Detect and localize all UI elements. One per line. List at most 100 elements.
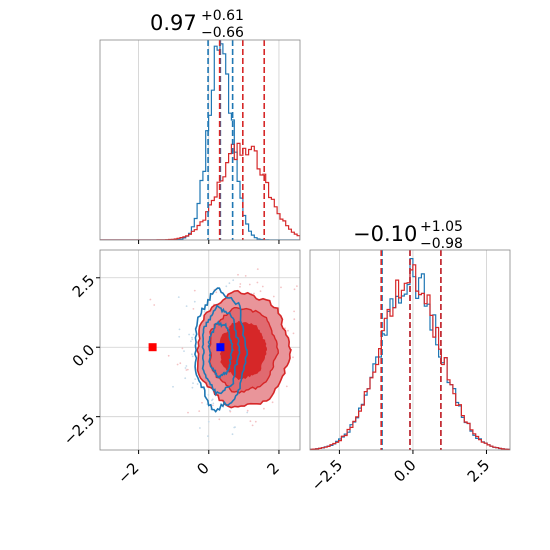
scatter-point <box>280 286 282 289</box>
scatter-point <box>207 394 210 396</box>
scatter-point <box>248 283 251 286</box>
scatter-point <box>192 333 195 336</box>
scatter-point <box>218 418 221 421</box>
scatter-point <box>304 368 306 370</box>
tick-label-right-x-1: 0.0 <box>390 456 420 486</box>
scatter-point <box>187 411 189 414</box>
scatter-point <box>261 285 264 288</box>
title-x-upper: +0.61 <box>201 8 244 24</box>
scatter-point <box>246 409 249 412</box>
scatter-point <box>192 382 194 385</box>
scatter-point <box>244 275 247 277</box>
histogram-x-frame <box>99 39 301 241</box>
scatter-point <box>293 318 296 321</box>
scatter-point <box>199 427 201 429</box>
scatter-point <box>254 420 257 423</box>
scatter-point <box>239 283 242 285</box>
scatter-point <box>212 402 215 405</box>
scatter-point <box>231 433 234 436</box>
scatter-point <box>246 246 248 248</box>
scatter-point <box>167 354 170 357</box>
scatter-point <box>186 536 188 538</box>
scatter-point <box>176 363 179 366</box>
scatter-point <box>292 356 294 359</box>
tick-label-main-y-0: −2.5 <box>60 410 98 448</box>
tick-label-main-y-2: 2.5 <box>69 271 99 301</box>
contour-blue-inner <box>207 320 234 379</box>
scatter-point <box>194 378 197 380</box>
scatter-point <box>293 310 295 313</box>
scatter-point <box>191 338 194 341</box>
scatter-point <box>198 410 201 412</box>
title-x-median: 0.97 <box>150 11 197 35</box>
scatter-point <box>185 365 188 367</box>
contour-marks <box>97 242 308 538</box>
scatter-point <box>234 426 236 428</box>
tick-label-right-x-0: −2.5 <box>308 456 346 494</box>
scatter-point <box>303 335 305 337</box>
scatter-point <box>239 285 241 288</box>
scatter-point <box>203 310 206 313</box>
scatter-point <box>271 401 274 404</box>
scatter-point <box>184 377 187 380</box>
scatter-point <box>225 285 228 288</box>
contour-panel: −2 0 2 −2.5 0.0 2.5 <box>60 242 308 538</box>
histogram-y-series-red <box>310 264 510 450</box>
scatter-point <box>274 242 276 244</box>
scatter-point <box>193 289 196 292</box>
scatter-point <box>178 328 181 331</box>
scatter-point <box>191 336 193 339</box>
histogram-y-panel: −2.5 0.0 2.5 <box>308 249 511 495</box>
scatter-point <box>237 273 239 276</box>
scatter-point <box>181 347 184 350</box>
scatter-point <box>272 295 275 298</box>
scatter-point <box>256 268 259 270</box>
scatter-point <box>172 385 174 388</box>
scatter-point <box>185 369 188 371</box>
scatter-point <box>186 452 188 454</box>
histogram-y-marks <box>310 250 510 450</box>
scatter-point <box>178 335 181 338</box>
tick-label-main-x-1: 0 <box>193 459 212 478</box>
scatter-point <box>184 367 187 369</box>
scatter-point <box>306 390 308 392</box>
scatter-point <box>246 411 249 414</box>
tick-label-main-x-2: 2 <box>263 459 282 478</box>
scatter-point <box>207 420 210 423</box>
scatter-point <box>296 285 298 287</box>
scatter-point <box>201 401 203 404</box>
scatter-point <box>264 246 266 248</box>
scatter-point <box>196 383 199 385</box>
title-y-upper: +1.05 <box>420 219 463 235</box>
contour-blue-outer <box>194 287 249 413</box>
scatter-point <box>190 340 192 343</box>
contour-frame <box>99 249 301 451</box>
scatter-point <box>191 355 194 358</box>
scatter-point <box>228 282 231 285</box>
contour-blue-mid <box>201 304 241 397</box>
tick-label-main-y-1: 0.0 <box>69 341 99 371</box>
scatter-point <box>207 435 209 437</box>
scatter-point <box>300 294 302 296</box>
histogram-x-panel <box>99 39 301 244</box>
histogram-x-marks <box>100 40 300 240</box>
scatter-point <box>303 340 305 342</box>
title-x-lower: −0.66 <box>201 25 244 41</box>
scatter-point <box>179 362 182 365</box>
scatter-point <box>191 353 193 356</box>
scatter-point <box>193 300 196 303</box>
histogram-y-series-blue <box>310 258 510 450</box>
scatter-point <box>149 298 152 301</box>
scatter-point <box>211 398 214 401</box>
scatter-point <box>285 385 288 388</box>
scatter-point <box>256 281 259 284</box>
histogram-y-frame <box>309 249 511 451</box>
scatter-point <box>215 291 218 294</box>
scatter-point <box>229 410 232 413</box>
tick-label-main-x-0: −2 <box>114 459 142 487</box>
scatter-point <box>97 328 99 330</box>
scatter-point <box>186 368 189 371</box>
scatter-point <box>153 304 156 306</box>
scatter-point <box>177 296 180 298</box>
scatter-point <box>259 290 262 293</box>
